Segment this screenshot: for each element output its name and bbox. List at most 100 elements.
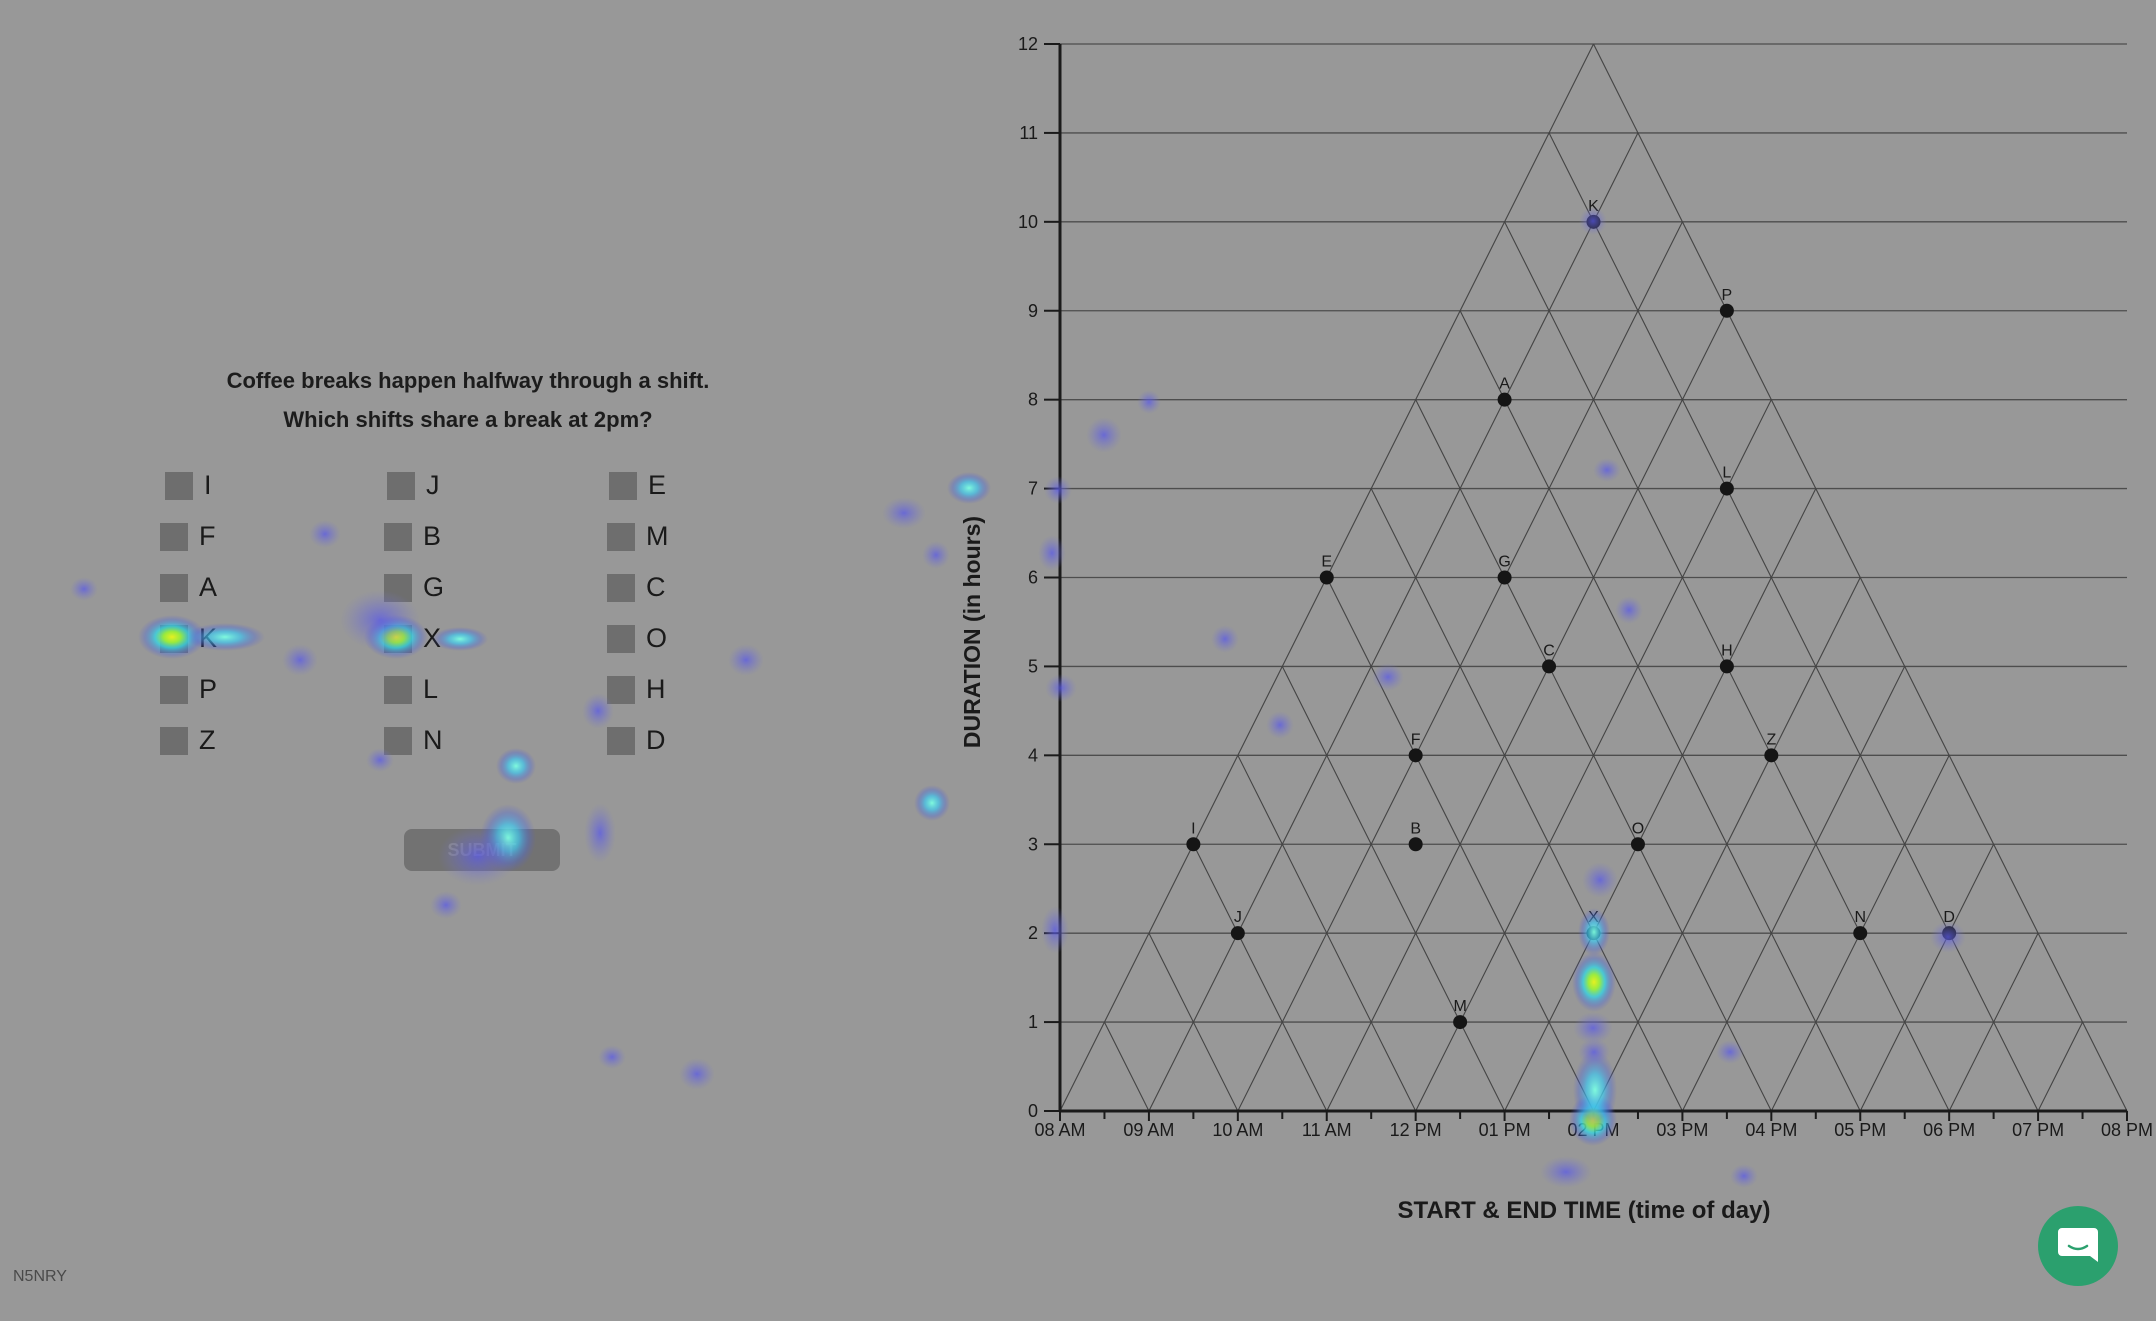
tri-gridline-right — [1859, 844, 1995, 1112]
y-tick-label: 8 — [1028, 390, 1038, 410]
tri-gridline-left — [1326, 577, 1594, 1112]
data-point-M — [1453, 1015, 1468, 1030]
x-tick-label: 02 PM — [1567, 1120, 1619, 1140]
checkbox[interactable] — [607, 522, 635, 551]
option-B[interactable]: B — [384, 521, 441, 552]
x-tick-label: 04 PM — [1745, 1120, 1797, 1140]
option-K[interactable]: K — [160, 623, 217, 654]
data-point-Z — [1764, 748, 1779, 763]
point-label-P: P — [1722, 287, 1733, 304]
data-point-I — [1186, 837, 1201, 852]
y-tick-label: 10 — [1018, 212, 1038, 232]
point-label-J: J — [1234, 909, 1242, 926]
option-label: L — [423, 674, 439, 704]
x-tick-label: 03 PM — [1656, 1120, 1708, 1140]
checkbox[interactable] — [160, 624, 188, 653]
x-tick-label: 05 PM — [1834, 1120, 1886, 1140]
y-tick-label: 0 — [1028, 1101, 1038, 1121]
x-tick-label: 10 AM — [1212, 1120, 1263, 1140]
option-P[interactable]: P — [160, 674, 217, 705]
y-tick-label: 6 — [1028, 568, 1038, 588]
x-tick-label: 08 PM — [2101, 1120, 2153, 1140]
option-O[interactable]: O — [607, 623, 667, 654]
y-tick-label: 2 — [1028, 923, 1038, 943]
tri-gridline-left — [1415, 399, 1772, 1112]
option-label: N — [423, 725, 443, 755]
y-tick-label: 9 — [1028, 301, 1038, 321]
option-E[interactable]: E — [609, 470, 666, 501]
option-F[interactable]: F — [160, 521, 216, 552]
checkbox[interactable] — [387, 471, 415, 500]
option-label: K — [199, 623, 218, 653]
data-point-A — [1497, 392, 1512, 407]
tri-gridline-right — [1504, 488, 1817, 1112]
checkbox[interactable] — [160, 726, 188, 755]
point-label-K: K — [1588, 198, 1599, 215]
data-point-H — [1719, 659, 1734, 674]
option-Z[interactable]: Z — [160, 725, 216, 756]
checkbox[interactable] — [160, 573, 188, 602]
chat-launcher-button[interactable] — [2038, 1206, 2118, 1286]
checkbox[interactable] — [384, 522, 412, 551]
y-tick-label: 7 — [1028, 479, 1038, 499]
tri-gridline-right — [1681, 666, 1906, 1112]
x-tick-label: 09 AM — [1123, 1120, 1174, 1140]
point-label-D: D — [1943, 909, 1955, 926]
option-label: F — [199, 521, 216, 551]
tri-gridline-left — [1548, 132, 2039, 1112]
option-label: X — [423, 623, 442, 653]
option-label: D — [646, 725, 666, 755]
option-M[interactable]: M — [607, 521, 669, 552]
submit-button[interactable]: SUBMIT — [404, 829, 560, 871]
x-tick-label: 07 PM — [2012, 1120, 2064, 1140]
option-N[interactable]: N — [384, 725, 443, 756]
data-point-B — [1408, 837, 1423, 852]
option-L[interactable]: L — [384, 674, 438, 705]
y-tick-label: 12 — [1018, 34, 1038, 54]
point-label-X: X — [1588, 909, 1599, 926]
option-D[interactable]: D — [607, 725, 666, 756]
y-tick-label: 3 — [1028, 834, 1038, 854]
session-code: N5NRY — [13, 1268, 67, 1285]
option-X[interactable]: X — [384, 623, 441, 654]
checkbox[interactable] — [607, 573, 635, 602]
option-H[interactable]: H — [607, 674, 666, 705]
question-line-2: Which shifts share a break at 2pm? — [283, 407, 653, 432]
tri-gridline-left — [1237, 755, 1417, 1112]
y-tick-label: 4 — [1028, 745, 1038, 765]
checkbox[interactable] — [384, 675, 412, 704]
data-point-J — [1230, 926, 1245, 941]
y-tick-label: 1 — [1028, 1012, 1038, 1032]
x-tick-label: 08 AM — [1034, 1120, 1085, 1140]
tri-gridline-left — [1103, 1021, 1150, 1112]
tri-gridline-left — [1459, 310, 1861, 1112]
checkbox[interactable] — [384, 624, 412, 653]
option-label: C — [646, 572, 666, 602]
tri-gridline-right — [2037, 1021, 2084, 1112]
checkbox[interactable] — [160, 522, 188, 551]
option-label: J — [426, 470, 440, 500]
option-G[interactable]: G — [384, 572, 444, 603]
data-point-E — [1319, 570, 1334, 585]
checkbox[interactable] — [607, 675, 635, 704]
checkbox[interactable] — [160, 675, 188, 704]
point-label-I: I — [1191, 820, 1195, 837]
tri-gridline-left — [1148, 932, 1239, 1112]
data-point-P — [1719, 303, 1734, 318]
checkbox[interactable] — [384, 573, 412, 602]
point-label-L: L — [1722, 465, 1731, 482]
option-label: H — [646, 674, 666, 704]
option-A[interactable]: A — [160, 572, 217, 603]
point-label-Z: Z — [1766, 731, 1776, 748]
checkbox[interactable] — [609, 471, 637, 500]
option-J[interactable]: J — [387, 470, 440, 501]
point-label-B: B — [1410, 820, 1421, 837]
option-C[interactable]: C — [607, 572, 666, 603]
x-tick-label: 12 PM — [1390, 1120, 1442, 1140]
option-I[interactable]: I — [165, 470, 212, 501]
checkbox[interactable] — [165, 471, 193, 500]
checkbox[interactable] — [384, 726, 412, 755]
checkbox[interactable] — [607, 726, 635, 755]
checkbox[interactable] — [607, 624, 635, 653]
